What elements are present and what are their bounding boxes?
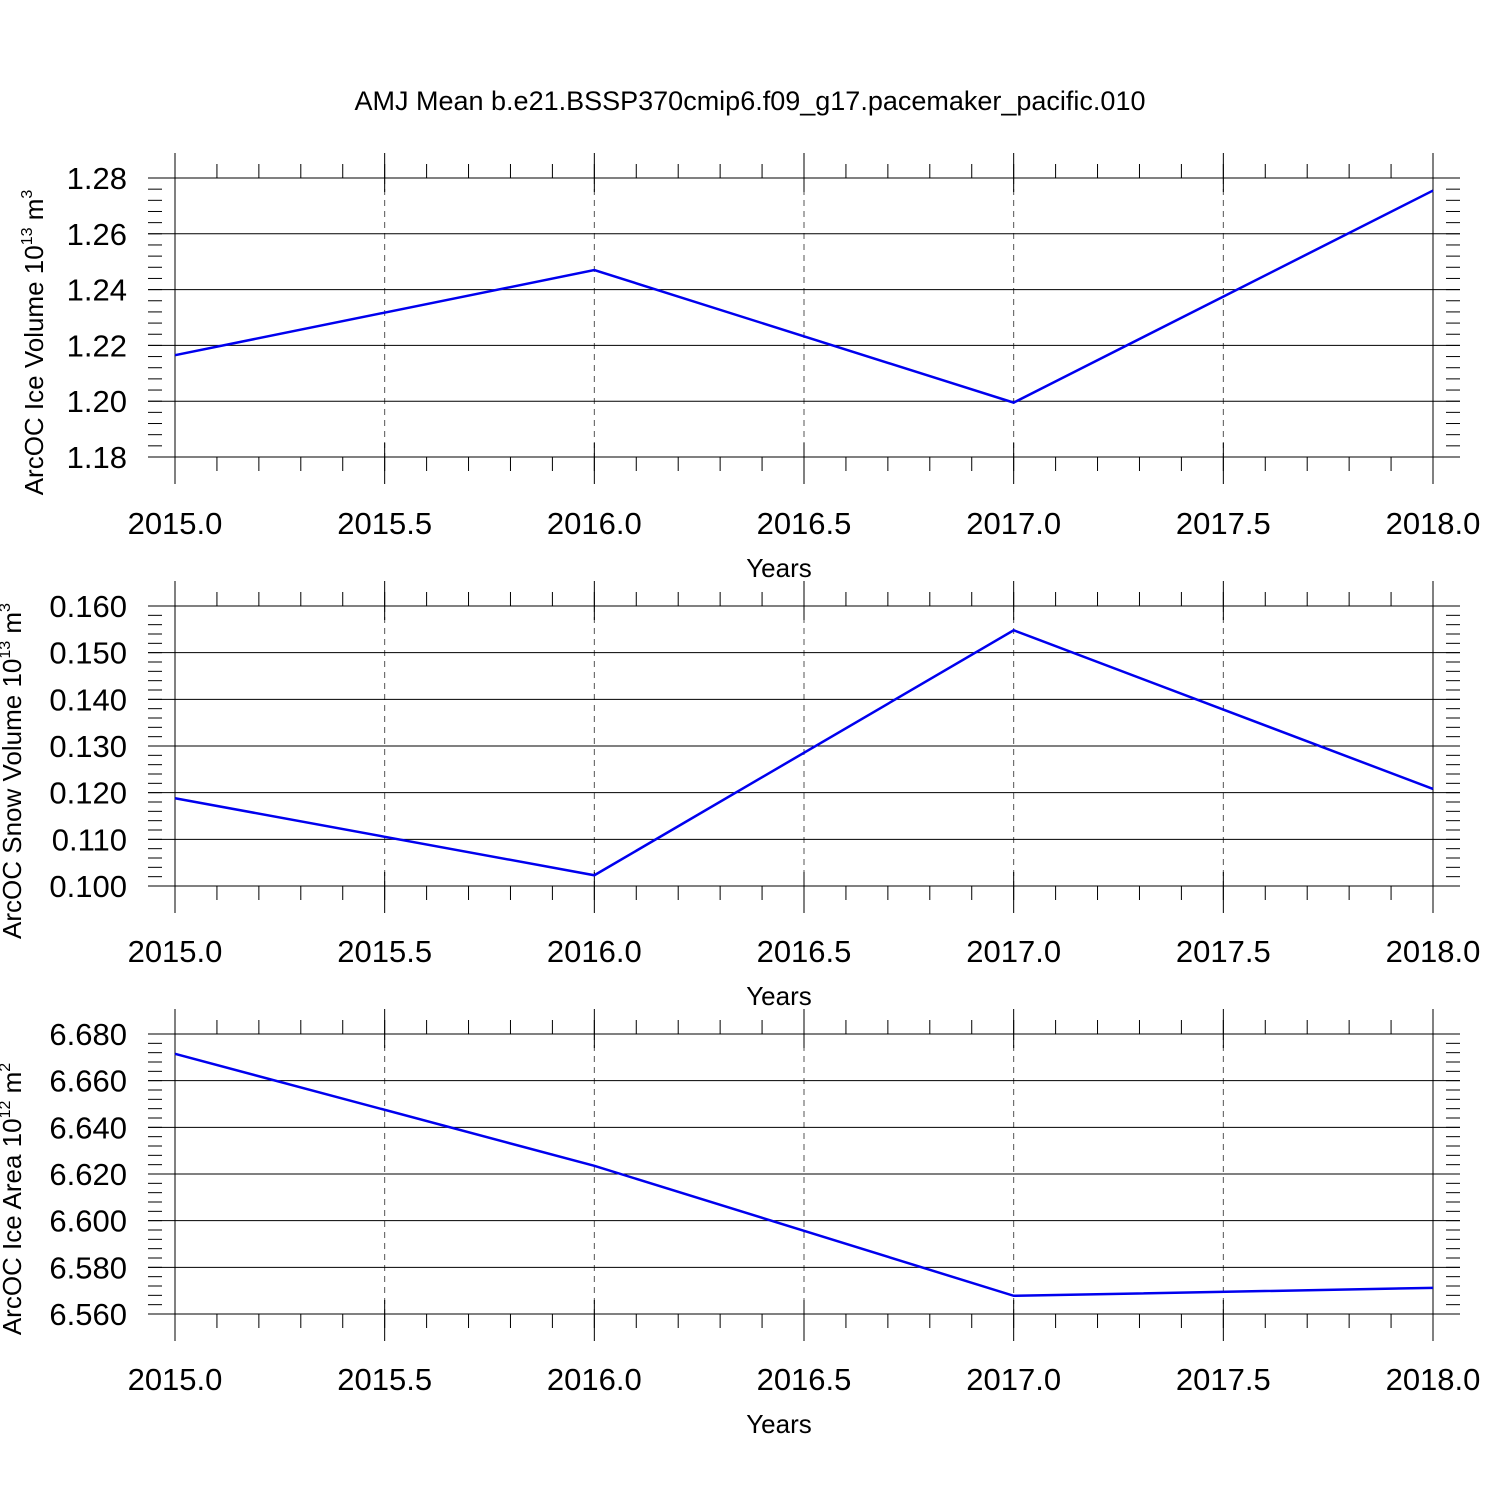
y-tick-label: 1.24 (67, 273, 127, 308)
y-tick-label: 6.680 (49, 1017, 127, 1052)
y-axis-label: ArcOC Ice Volume 1013 m3 (19, 190, 49, 496)
x-tick-label: 2015.0 (128, 1362, 223, 1397)
x-tick-label: 2018.0 (1386, 1362, 1481, 1397)
series-line (174, 1052, 1434, 1298)
y-axis-label: ArcOC Ice Area 1012 m2 (0, 1063, 27, 1335)
x-tick-label: 2015.5 (337, 934, 432, 969)
plot-panel-1: 1.18 1.20 1.22 1.24 1.26 1.28 2015.0 2015.5 2016… (19, 153, 1480, 583)
y-tick-label: 6.640 (49, 1110, 127, 1145)
y-tick-label: 6.660 (49, 1064, 127, 1099)
chart-title: AMJ Mean b.e21.BSSP370cmip6.f09_g17.pace… (354, 86, 1146, 116)
x-tick-label: 2018.0 (1386, 934, 1481, 969)
y-tick-label: 1.22 (67, 328, 127, 363)
x-tick-label: 2017.5 (1176, 934, 1271, 969)
series-line (174, 189, 1434, 404)
x-tick-label: 2016.5 (757, 934, 852, 969)
x-tick-label: 2015.5 (337, 506, 432, 541)
y-tick-label: 0.120 (49, 776, 127, 811)
x-tick-label: 2017.5 (1176, 506, 1271, 541)
y-tick-label: 0.110 (52, 822, 127, 857)
x-tick-label: 2016.0 (547, 934, 642, 969)
y-tick-label: 6.600 (49, 1204, 127, 1239)
y-tick-label: 1.18 (67, 440, 127, 475)
y-tick-label: 1.20 (67, 384, 127, 419)
y-tick-label: 6.580 (49, 1250, 127, 1285)
y-tick-label: 0.140 (49, 682, 127, 717)
series-line (174, 628, 1434, 877)
y-tick-label: 0.130 (49, 729, 127, 764)
x-tick-label: 2016.5 (757, 1362, 852, 1397)
y-tick-label: 1.26 (67, 217, 127, 252)
x-tick-label: 2017.0 (966, 934, 1061, 969)
x-tick-label: 2016.5 (757, 506, 852, 541)
plot-panel-2: 0.100 0.110 0.120 0.130 0.140 0.150 0.160 2015.… (0, 581, 1480, 1011)
x-tick-label: 2015.0 (128, 506, 223, 541)
x-axis-label: Years (746, 1409, 812, 1439)
x-tick-label: 2016.0 (547, 1362, 642, 1397)
x-tick-label: 2017.0 (966, 1362, 1061, 1397)
y-tick-label: 6.560 (49, 1297, 127, 1332)
y-axis-label: ArcOC Snow Volume 1013 m3 (0, 603, 27, 939)
x-tick-label: 2017.5 (1176, 1362, 1271, 1397)
x-axis-label: Years (746, 981, 812, 1011)
x-tick-label: 2016.0 (547, 506, 642, 541)
x-axis-label: Years (746, 553, 812, 583)
y-tick-label: 6.620 (49, 1157, 127, 1192)
y-tick-label: 0.100 (49, 869, 127, 904)
y-tick-label: 1.28 (67, 161, 127, 196)
x-tick-label: 2017.0 (966, 506, 1061, 541)
x-tick-label: 2015.0 (128, 934, 223, 969)
plot-panel-3: 6.560 6.580 6.600 6.620 6.640 6.660 6.680 2015.… (0, 1009, 1480, 1439)
y-tick-label: 0.160 (49, 589, 127, 624)
y-tick-label: 0.150 (49, 636, 127, 671)
x-tick-label: 2018.0 (1386, 506, 1481, 541)
x-tick-label: 2015.5 (337, 1362, 432, 1397)
